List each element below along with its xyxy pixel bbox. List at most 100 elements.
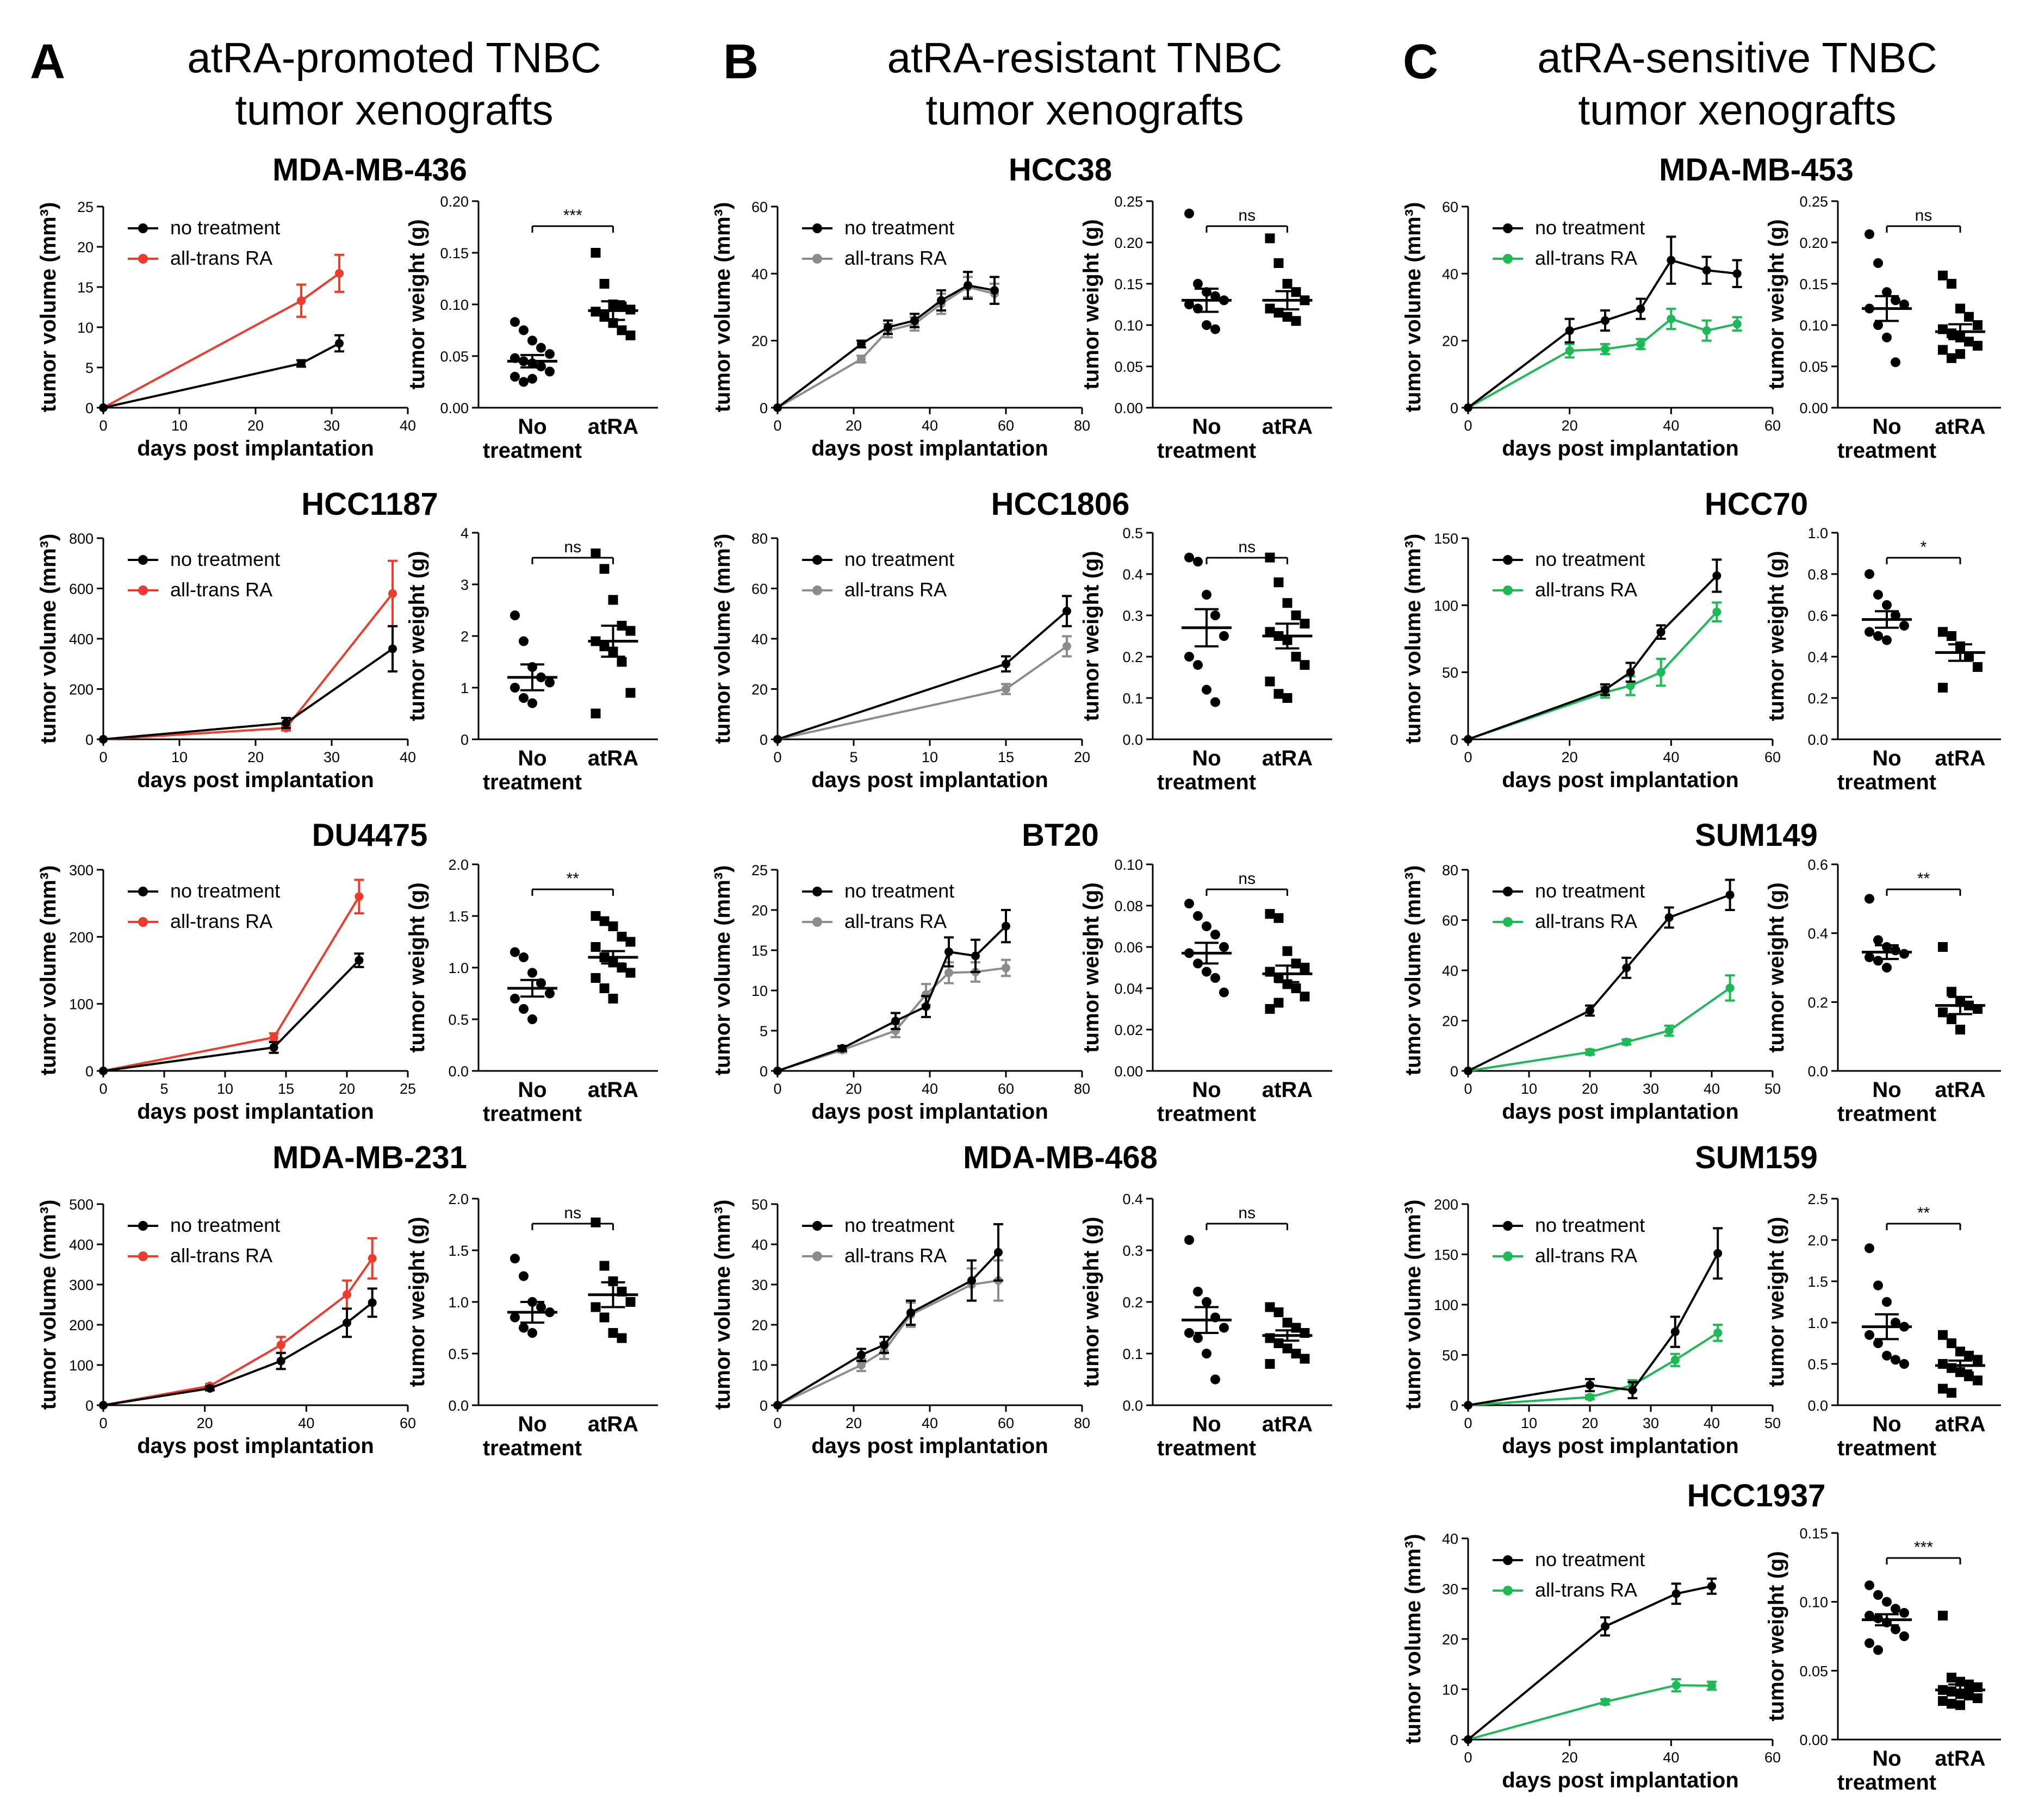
x-tick-label: 0 [1464, 1415, 1472, 1431]
weight-point-circle [1210, 324, 1220, 334]
legend-marker [1503, 223, 1513, 233]
legend-label: all-trans RA [170, 578, 272, 601]
weight-point-circle [1891, 610, 1900, 620]
data-point [1707, 1681, 1716, 1691]
data-point [388, 644, 397, 653]
y-axis-label: tumor volume (mm³) [1401, 202, 1425, 413]
y-tick-label: 0 [85, 1063, 94, 1080]
series-line [103, 647, 394, 740]
weight-point-square [1947, 1014, 1956, 1024]
weight-point-square [1938, 270, 1948, 281]
data-point [1586, 1048, 1594, 1057]
line-chart-11: 0 50 100 150 200 0 10 20 30 40 50 days post implant… [1401, 1196, 1781, 1458]
series-line [776, 1251, 999, 1406]
y-axis-label: tumor weight (g) [405, 1217, 429, 1387]
significance-label: ** [1917, 870, 1930, 888]
y-tick-label: 50 [1442, 665, 1458, 681]
y-tick-label: 0.10 [1799, 1594, 1828, 1611]
data-point [1601, 345, 1609, 354]
weight-point-square [617, 1333, 627, 1343]
legend-label: all-trans RA [170, 910, 272, 932]
weight-point-circle [1873, 631, 1883, 641]
data-point [884, 323, 892, 332]
weight-point-square [1938, 627, 1948, 637]
y-axis-label: tumor weight (g) [1079, 882, 1103, 1052]
y-tick-label: 200 [69, 682, 94, 698]
weight-point-square [1291, 983, 1301, 993]
weight-chart-12: 0.00 0.05 0.10 0.15 tumor weight (g) Notreatm… [1764, 1525, 2001, 1794]
weight-point-square [1300, 660, 1310, 670]
weight-point-circle [1202, 590, 1211, 600]
weight-point-square [599, 279, 610, 289]
y-tick-label: 20 [751, 333, 768, 350]
y-tick-label: 0.00 [1799, 400, 1828, 416]
group-label-treatment: treatment [483, 1436, 582, 1460]
data-point [967, 1276, 976, 1285]
y-tick-label: 800 [69, 531, 94, 547]
weight-point-circle [519, 693, 529, 703]
weight-point-square [1947, 1673, 1956, 1682]
weight-point-circle [527, 335, 537, 346]
weight-point-circle [1891, 295, 1900, 306]
legend-label: no treatment [844, 548, 954, 570]
data-point [343, 1290, 351, 1299]
weight-point-circle [1873, 258, 1883, 268]
data-point [368, 1298, 377, 1307]
y-tick-label: 100 [1434, 1297, 1458, 1313]
weight-point-square [625, 688, 636, 698]
legend-label: no treatment [1535, 548, 1645, 570]
x-axis-label: days post implantation [137, 768, 374, 792]
chart-title-hcc1937: HCC1937 [1687, 1478, 1826, 1513]
y-tick-label: 0 [1450, 1732, 1458, 1748]
legend-marker [1503, 887, 1513, 896]
weight-point-circle [1899, 1359, 1909, 1369]
weight-point-circle [536, 1302, 546, 1312]
y-tick-label: 2.0 [448, 857, 469, 873]
data-point [1702, 326, 1711, 335]
x-tick-label: 40 [922, 1081, 938, 1097]
x-tick-label: 40 [922, 1415, 938, 1431]
series-line [103, 959, 360, 1072]
legend-label: no treatment [1535, 1548, 1645, 1570]
weight-point-square [1938, 1359, 1948, 1369]
x-tick-label: 15 [278, 1081, 294, 1097]
y-tick-label: 0.0 [1807, 732, 1828, 748]
weight-point-square [1964, 1371, 1974, 1381]
legend-label: all-trans RA [1535, 910, 1637, 932]
legend-marker [812, 254, 822, 264]
weight-chart-9: 0.0 0.2 0.4 0.6 0.8 1.0 tumor weight (g) Notrea… [1764, 525, 2001, 794]
series-line [103, 593, 394, 740]
data-point [1626, 681, 1635, 690]
weight-point-square [1282, 279, 1292, 289]
group-label-atra: atRA [1262, 746, 1313, 770]
group-label-no: No [1192, 1412, 1221, 1436]
data-point [857, 1350, 866, 1360]
data-point [1670, 1327, 1680, 1336]
weight-point-square [608, 1328, 618, 1338]
group-label-atra: atRA [1935, 1078, 1985, 1102]
y-axis-label: tumor volume (mm³) [711, 1200, 735, 1410]
weight-point-circle [1899, 949, 1909, 959]
weight-point-circle [1865, 1330, 1874, 1340]
weight-point-circle [1210, 291, 1220, 301]
x-tick-label: 60 [400, 1415, 416, 1431]
weight-point-circle [1882, 287, 1892, 297]
weight-point-circle [1210, 930, 1220, 940]
legend-marker [1503, 917, 1513, 927]
y-tick-label: 3 [461, 577, 469, 593]
weight-chart-10: 0.0 0.2 0.4 0.6 tumor weight (g) Notreatmenta… [1764, 857, 2001, 1126]
significance-label: *** [1914, 1538, 1933, 1556]
y-tick-label: 25 [751, 862, 768, 878]
x-axis-label: days post implantation [1502, 1100, 1739, 1124]
y-tick-label: 400 [69, 1237, 94, 1253]
y-axis-label: tumor volume (mm³) [36, 1200, 60, 1410]
data-point [922, 1002, 930, 1011]
data-point [282, 718, 290, 727]
legend-marker [812, 585, 822, 595]
y-tick-label: 0.15 [1799, 276, 1828, 292]
weight-point-square [1955, 303, 1965, 314]
chart-title-sum149: SUM149 [1695, 818, 1818, 853]
weight-point-square [1947, 353, 1956, 363]
x-axis-label: days post implantation [1502, 1768, 1739, 1792]
